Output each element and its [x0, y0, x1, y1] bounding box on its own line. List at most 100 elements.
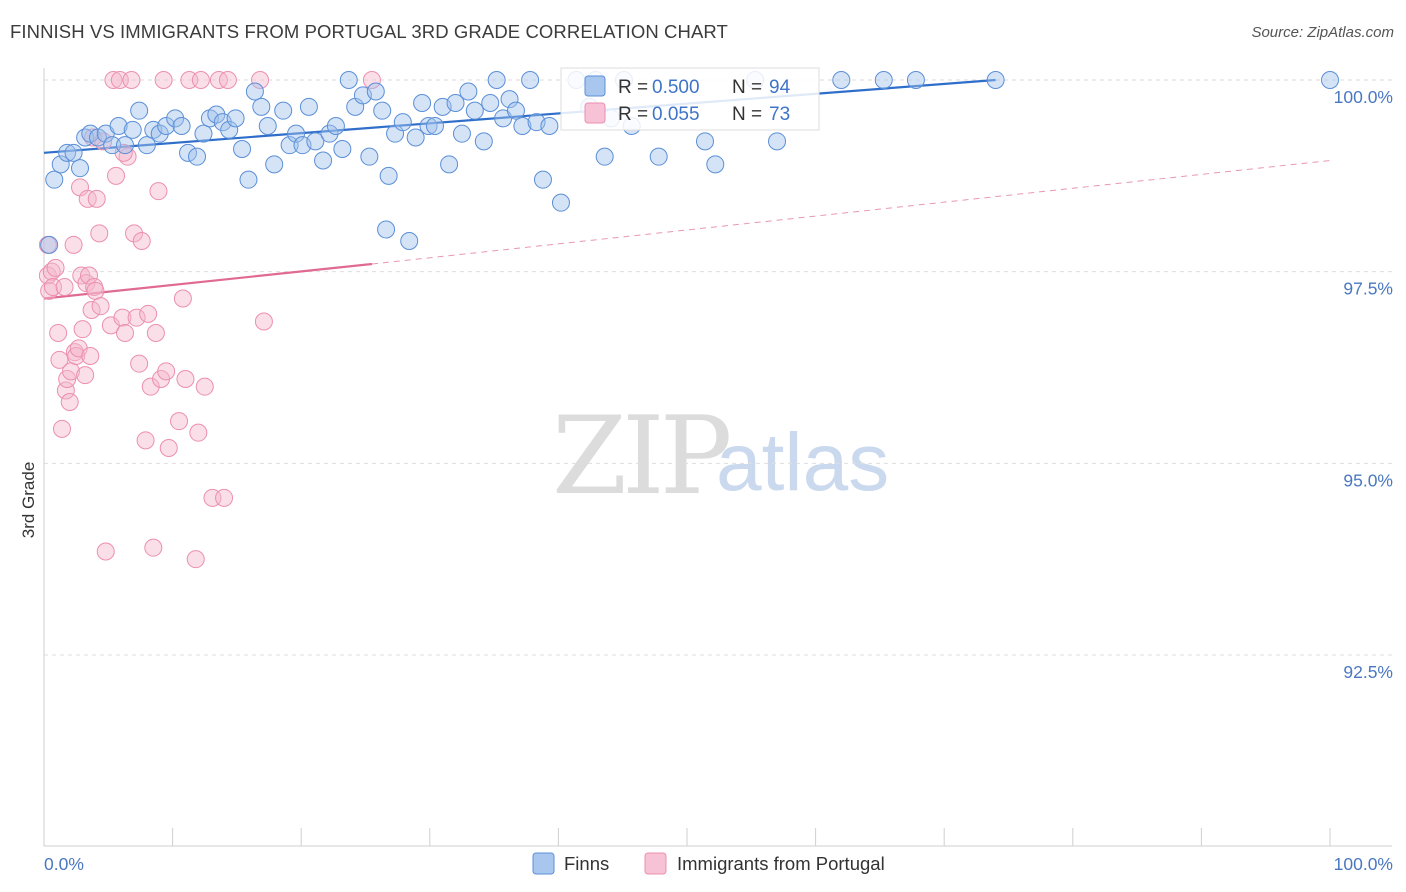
point-finns: [220, 120, 239, 139]
y-tick-label: 100.0%: [1334, 87, 1393, 107]
point-portugal: [80, 266, 99, 285]
point-portugal: [139, 304, 158, 323]
point-finns: [109, 117, 128, 135]
point-finns: [265, 155, 284, 174]
point-finns: [360, 147, 379, 166]
point-portugal: [149, 182, 168, 201]
series-legend: Finns Immigrants from Portugal: [532, 852, 885, 875]
point-finns: [487, 71, 506, 89]
series-portugal-points: [38, 71, 381, 569]
point-portugal: [189, 423, 208, 442]
point-portugal: [107, 166, 126, 185]
point-finns: [306, 132, 325, 151]
point-finns: [51, 155, 70, 174]
point-finns: [299, 97, 318, 116]
point-finns: [696, 132, 715, 151]
point-portugal: [90, 224, 109, 243]
point-finns: [906, 71, 925, 89]
bottom-legend-swatch-finns: [532, 852, 555, 875]
point-finns: [595, 147, 614, 166]
point-portugal: [144, 538, 163, 557]
point-portugal: [157, 362, 176, 381]
point-finns: [172, 117, 191, 135]
point-portugal: [191, 71, 210, 89]
point-finns: [166, 109, 185, 128]
point-finns: [320, 124, 339, 143]
point-finns: [258, 117, 277, 135]
point-finns: [280, 136, 299, 155]
point-finns: [314, 151, 333, 170]
point-portugal: [209, 71, 228, 89]
legend-portugal-n-label: N =: [732, 104, 767, 125]
point-finns: [649, 147, 668, 166]
point-finns: [366, 82, 385, 101]
point-finns: [533, 170, 552, 189]
point-portugal: [195, 377, 214, 396]
chart-title: FINNISH VS IMMIGRANTS FROM PORTUGAL 3RD …: [10, 21, 728, 42]
legend-finns-n-value: 94: [769, 77, 791, 98]
point-finns: [64, 143, 83, 162]
bottom-legend-finns-label: Finns: [564, 853, 609, 874]
point-portugal: [218, 71, 237, 89]
point-finns: [207, 105, 226, 124]
point-finns: [252, 97, 271, 116]
point-portugal: [104, 71, 123, 89]
point-portugal: [215, 488, 234, 507]
point-portugal: [154, 71, 173, 89]
point-finns: [123, 120, 142, 139]
y-tick-label: 92.5%: [1343, 662, 1393, 682]
point-finns: [333, 140, 352, 158]
bottom-legend-portugal-label: Immigrants from Portugal: [677, 853, 885, 874]
x-tick-label: 100.0%: [1334, 854, 1393, 874]
point-finns: [481, 94, 500, 112]
point-portugal: [91, 297, 110, 316]
point-portugal: [251, 71, 270, 89]
y-tick-labels: 100.0% 97.5% 95.0% 92.5%: [1334, 87, 1393, 682]
point-portugal: [141, 377, 160, 396]
legend-finns-r-value: 0.500: [652, 77, 700, 98]
point-finns: [452, 124, 471, 143]
legend-finns-n-label: N =: [732, 77, 767, 98]
point-portugal: [113, 308, 132, 327]
point-finns: [45, 170, 64, 189]
point-portugal: [81, 347, 100, 365]
legend-finns-r-label: R =: [618, 77, 653, 98]
point-finns: [233, 140, 252, 158]
bottom-legend-swatch-portugal: [644, 852, 667, 875]
point-finns: [379, 166, 398, 185]
point-finns: [425, 117, 444, 135]
watermark-atlas: atlas: [716, 417, 889, 508]
point-portugal: [362, 71, 381, 89]
point-portugal: [86, 281, 105, 300]
point-finns: [768, 132, 787, 151]
x-tick-label: 0.0%: [44, 854, 84, 874]
point-finns: [551, 193, 570, 212]
point-finns: [459, 82, 478, 101]
point-finns: [157, 117, 176, 135]
watermark-zip: ZIP: [552, 394, 729, 519]
point-portugal: [76, 366, 95, 385]
point-portugal: [60, 393, 79, 411]
point-finns: [440, 155, 459, 174]
point-finns: [373, 101, 392, 120]
point-portugal: [125, 224, 144, 243]
point-portugal: [49, 324, 68, 342]
point-finns: [58, 143, 77, 162]
point-finns: [239, 170, 258, 189]
point-finns: [393, 113, 412, 132]
point-portugal: [116, 324, 135, 342]
trend-lines: [43, 78, 1331, 300]
point-finns: [419, 117, 438, 135]
x-tick-labels: 0.0% 100.0%: [44, 854, 1393, 874]
point-finns: [1321, 71, 1339, 89]
point-portugal: [50, 350, 69, 369]
stats-legend: R = 0.500 N = 94 R = 0.055 N = 73: [560, 67, 820, 131]
point-finns: [226, 109, 245, 128]
point-portugal: [82, 301, 101, 319]
point-finns: [706, 155, 725, 174]
point-portugal: [78, 189, 97, 208]
point-portugal: [130, 354, 149, 373]
axes: [43, 68, 1392, 847]
point-portugal: [56, 381, 75, 400]
